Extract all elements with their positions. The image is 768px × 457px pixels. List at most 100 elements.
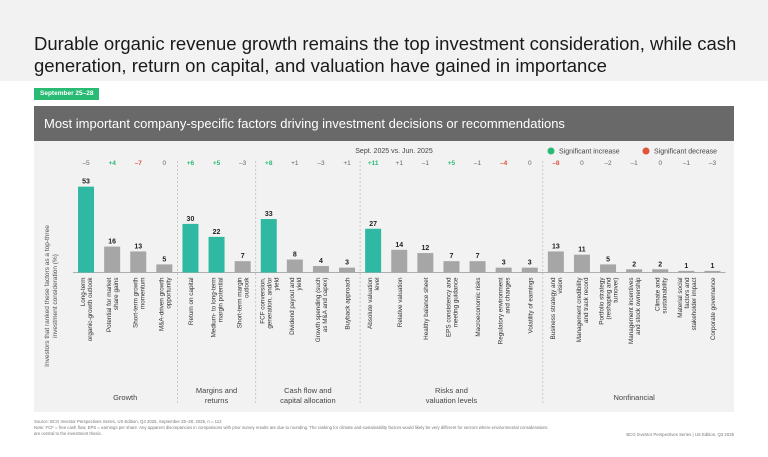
data-label: 7 xyxy=(241,253,245,260)
category-label: momentum xyxy=(139,278,146,310)
category-label: yield xyxy=(296,277,303,290)
category-label: Return on capital xyxy=(188,278,195,326)
change-label: –3 xyxy=(239,160,247,167)
change-label: +5 xyxy=(213,160,221,167)
data-label: 2 xyxy=(632,261,636,268)
legend-increase-label: Significant increase xyxy=(559,149,620,156)
data-label: 13 xyxy=(134,243,142,250)
change-label: –8 xyxy=(552,160,560,167)
data-label: 11 xyxy=(578,247,586,254)
chart-area: Investors that ranked these factors as a… xyxy=(34,141,734,412)
bar xyxy=(365,228,382,273)
category-label: as M&A and capex) xyxy=(322,278,329,333)
category-label: meeting guidance xyxy=(452,277,459,327)
category-label: Short-term margin xyxy=(237,277,244,328)
category-label: Buyback approach xyxy=(345,277,352,330)
category-label: Macroeconomic risks xyxy=(475,278,482,337)
bar xyxy=(521,267,538,273)
data-label: 5 xyxy=(162,256,166,263)
data-label: 7 xyxy=(476,253,480,260)
page-title: Durable organic revenue growth remains t… xyxy=(34,33,737,76)
category-label: Dividend payout and xyxy=(289,277,296,335)
bar xyxy=(312,266,329,273)
change-label: –1 xyxy=(683,160,691,167)
category-label: margin potential xyxy=(218,278,225,323)
y-axis-title: Investors that ranked these factors as a… xyxy=(44,225,51,367)
data-label: 1 xyxy=(710,263,714,270)
category-label: Medium- to long-term xyxy=(211,278,218,338)
bar xyxy=(495,267,512,273)
data-label: 16 xyxy=(108,239,116,246)
category-label: Growth spending (such xyxy=(315,277,322,342)
category-label: sustainability xyxy=(661,277,668,314)
change-label: +8 xyxy=(265,160,273,167)
chart-banner: Most important company-specific factors … xyxy=(34,106,734,141)
change-label: +11 xyxy=(368,160,379,167)
category-label: generation, and/or xyxy=(266,278,273,329)
bar xyxy=(208,236,225,273)
category-label: Corporate governance xyxy=(710,277,717,340)
category-label: and track record xyxy=(583,277,590,323)
y-axis-title: investment consideration (%) xyxy=(52,254,59,338)
change-label: +4 xyxy=(108,160,116,167)
header-band: Durable organic revenue growth remains t… xyxy=(0,0,768,81)
change-label: –7 xyxy=(135,160,143,167)
change-label: +5 xyxy=(448,160,456,167)
data-label: 2 xyxy=(658,261,662,268)
bar xyxy=(678,270,695,273)
category-label: opportunity xyxy=(165,277,172,309)
category-label: yield xyxy=(273,277,280,290)
legend-decrease-marker xyxy=(642,147,650,155)
category-label: Material social xyxy=(677,278,684,318)
category-label: Relative valuation xyxy=(397,277,404,327)
category-label: Portfolio strategy xyxy=(599,277,606,325)
category-label: turnover) xyxy=(613,278,620,303)
bar xyxy=(573,254,590,273)
data-label: 33 xyxy=(265,211,273,218)
category-label: Healthy balance sheet xyxy=(423,277,430,340)
change-label: –4 xyxy=(500,160,508,167)
category-label: Absolute valuation xyxy=(367,277,374,329)
legend-decrease-label: Significant decrease xyxy=(654,149,717,156)
group-label: capital allocation xyxy=(280,396,335,405)
category-label: stakeholder impact xyxy=(691,277,698,330)
bar xyxy=(104,246,121,273)
change-label: –1 xyxy=(474,160,482,167)
category-label: share gains xyxy=(113,278,120,311)
bar xyxy=(443,261,460,273)
change-label: –3 xyxy=(317,160,325,167)
group-label: Nonfinancial xyxy=(614,393,656,402)
series-credit: BCG Investor Perspectives Series | US Ed… xyxy=(626,432,734,437)
category-label: Long-term xyxy=(80,278,87,307)
category-label: FCF conversion, xyxy=(259,277,266,323)
bar xyxy=(652,269,669,273)
data-label: 53 xyxy=(82,179,90,186)
category-label: Short-term growth xyxy=(132,277,139,328)
comparison-label: Sept. 2025 vs. Jun. 2025 xyxy=(355,148,433,155)
bar xyxy=(78,186,95,273)
data-label: 3 xyxy=(502,260,506,267)
bar xyxy=(156,264,173,273)
bar xyxy=(626,269,643,273)
data-label: 27 xyxy=(369,221,377,228)
category-label: and stock ownership xyxy=(635,277,642,335)
category-label: level xyxy=(374,278,381,291)
bar xyxy=(286,259,303,273)
bar xyxy=(600,264,617,273)
change-label: –3 xyxy=(709,160,717,167)
category-label: Business strategy and xyxy=(550,277,557,339)
change-label: –5 xyxy=(82,160,90,167)
data-label: 8 xyxy=(293,252,297,259)
category-label: M&A-driven growth xyxy=(158,277,165,331)
change-label: –2 xyxy=(604,160,612,167)
change-label: 0 xyxy=(528,160,532,167)
group-label: Margins and xyxy=(196,386,237,395)
group-label: valuation levels xyxy=(426,396,478,405)
category-label: Regulatory environment xyxy=(498,277,505,344)
category-label: organic-growth outlook xyxy=(87,277,94,342)
bar xyxy=(704,270,721,273)
data-label: 12 xyxy=(421,245,429,252)
source-note: Source: BCG Investor Perspectives Series… xyxy=(34,419,222,424)
data-label: 14 xyxy=(395,242,403,249)
bar xyxy=(469,261,486,273)
